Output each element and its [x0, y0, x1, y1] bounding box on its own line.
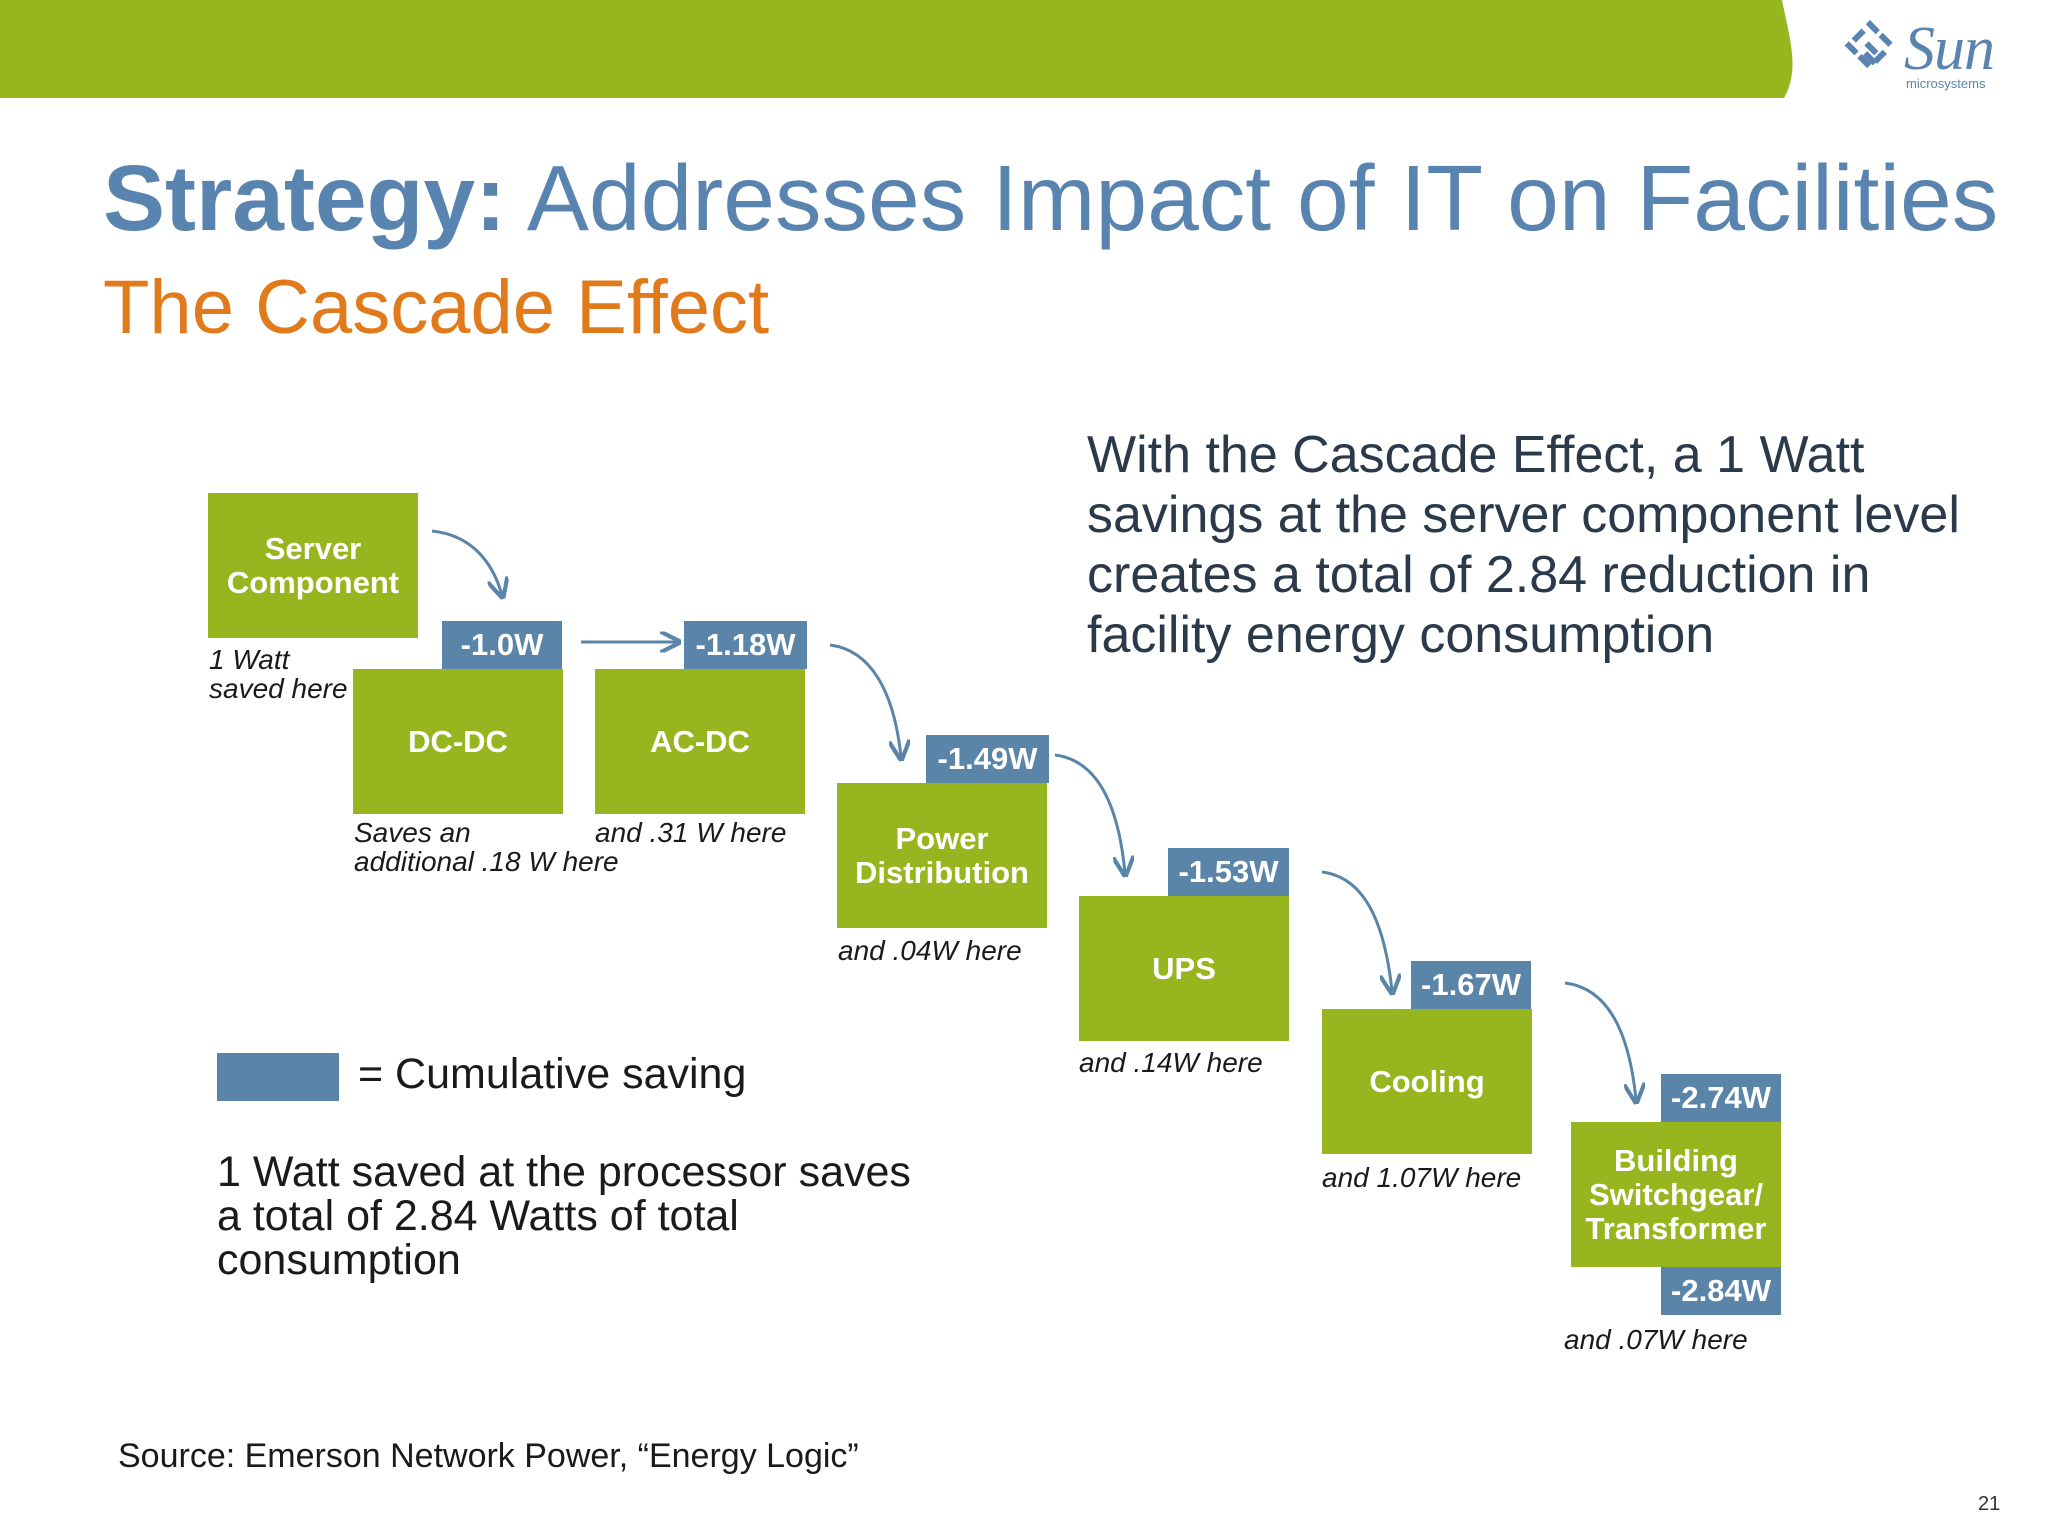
stage-note-cooling: and 1.07W here — [1322, 1162, 1522, 1193]
stage-note-server: 1 Watt saved here — [209, 644, 348, 704]
legend-swatch — [217, 1053, 339, 1101]
arrow-5 — [1321, 870, 1392, 991]
intro-text: With the Cascade Effect, a 1 Watt saving… — [1087, 426, 1960, 664]
brand-name: Sun — [1904, 15, 1995, 83]
badge-building-top: -2.74W — [1661, 1074, 1781, 1122]
stage-building-switchgear: Building Switchgear/ Transformer — [1571, 1122, 1781, 1267]
stage-power-distribution: Power Distribution — [837, 783, 1047, 928]
arrow-6 — [1564, 981, 1636, 1100]
stage-note-power-distribution: and .04W here — [838, 935, 1022, 966]
stage-note-ac-dc: and .31 W here — [595, 817, 787, 848]
sun-logo-icon — [1844, 20, 1893, 69]
legend-label: = Cumulative saving — [358, 1050, 747, 1098]
stage-ac-dc: AC-DC — [595, 669, 805, 814]
source-citation: Source: Emerson Network Power, “Energy L… — [118, 1437, 859, 1475]
arrow-1 — [431, 529, 502, 595]
stage-ups: UPS — [1079, 896, 1289, 1041]
badge-ups: -1.53W — [1168, 848, 1289, 896]
stage-dc-dc: DC-DC — [353, 669, 563, 814]
badge-ac-dc: -1.18W — [684, 621, 807, 669]
badge-building-bottom: -2.84W — [1661, 1267, 1781, 1315]
badge-power-distribution: -1.49W — [926, 735, 1049, 783]
brand-subtitle: microsystems — [1906, 76, 1986, 91]
stage-note-ups: and .14W here — [1079, 1047, 1263, 1078]
arrow-3 — [829, 643, 901, 757]
page-number: 21 — [1978, 1493, 2001, 1515]
title-rest: Addresses Impact of IT on Facilities — [506, 146, 1999, 250]
badge-dc-dc: -1.0W — [442, 621, 562, 669]
arrow-4 — [1054, 753, 1125, 873]
stage-note-dc-dc: Saves an additional .18 W here — [354, 817, 619, 877]
page-subtitle: The Cascade Effect — [103, 265, 770, 350]
stage-server-component: Server Component — [208, 493, 418, 638]
page-title: Strategy: Addresses Impact of IT on Faci… — [103, 152, 1998, 245]
badge-cooling: -1.67W — [1411, 961, 1531, 1009]
stage-cooling: Cooling — [1322, 1009, 1532, 1154]
summary-text: 1 Watt saved at the processor saves a to… — [217, 1148, 911, 1284]
header-bar — [0, 0, 1793, 98]
title-strong: Strategy: — [103, 146, 507, 250]
stage-note-building: and .07W here — [1564, 1324, 1748, 1355]
